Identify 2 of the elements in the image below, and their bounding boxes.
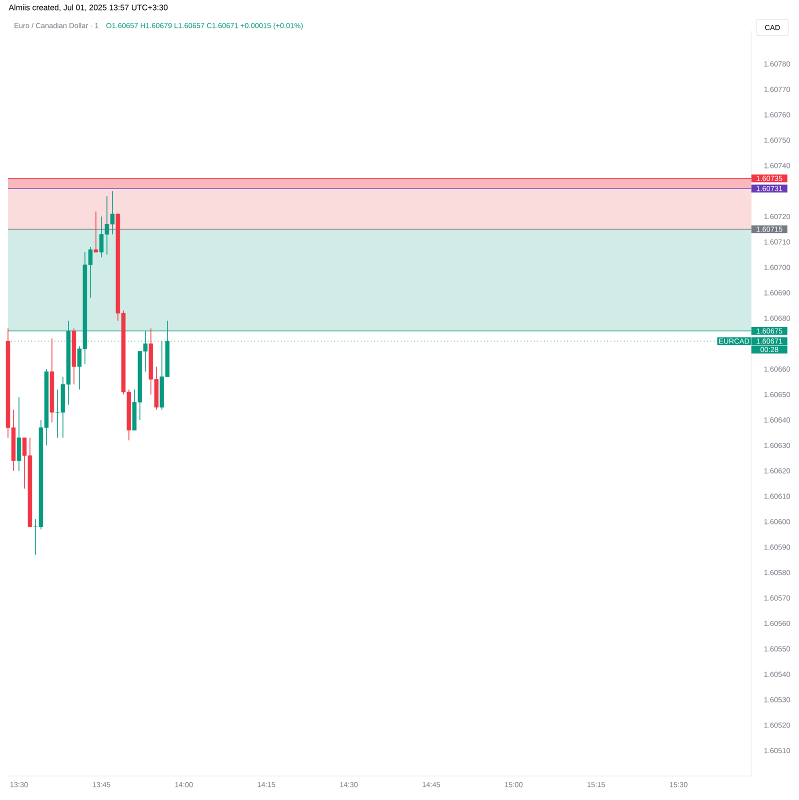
candlestick: [94, 211, 98, 253]
candlestick: [16, 396, 22, 472]
